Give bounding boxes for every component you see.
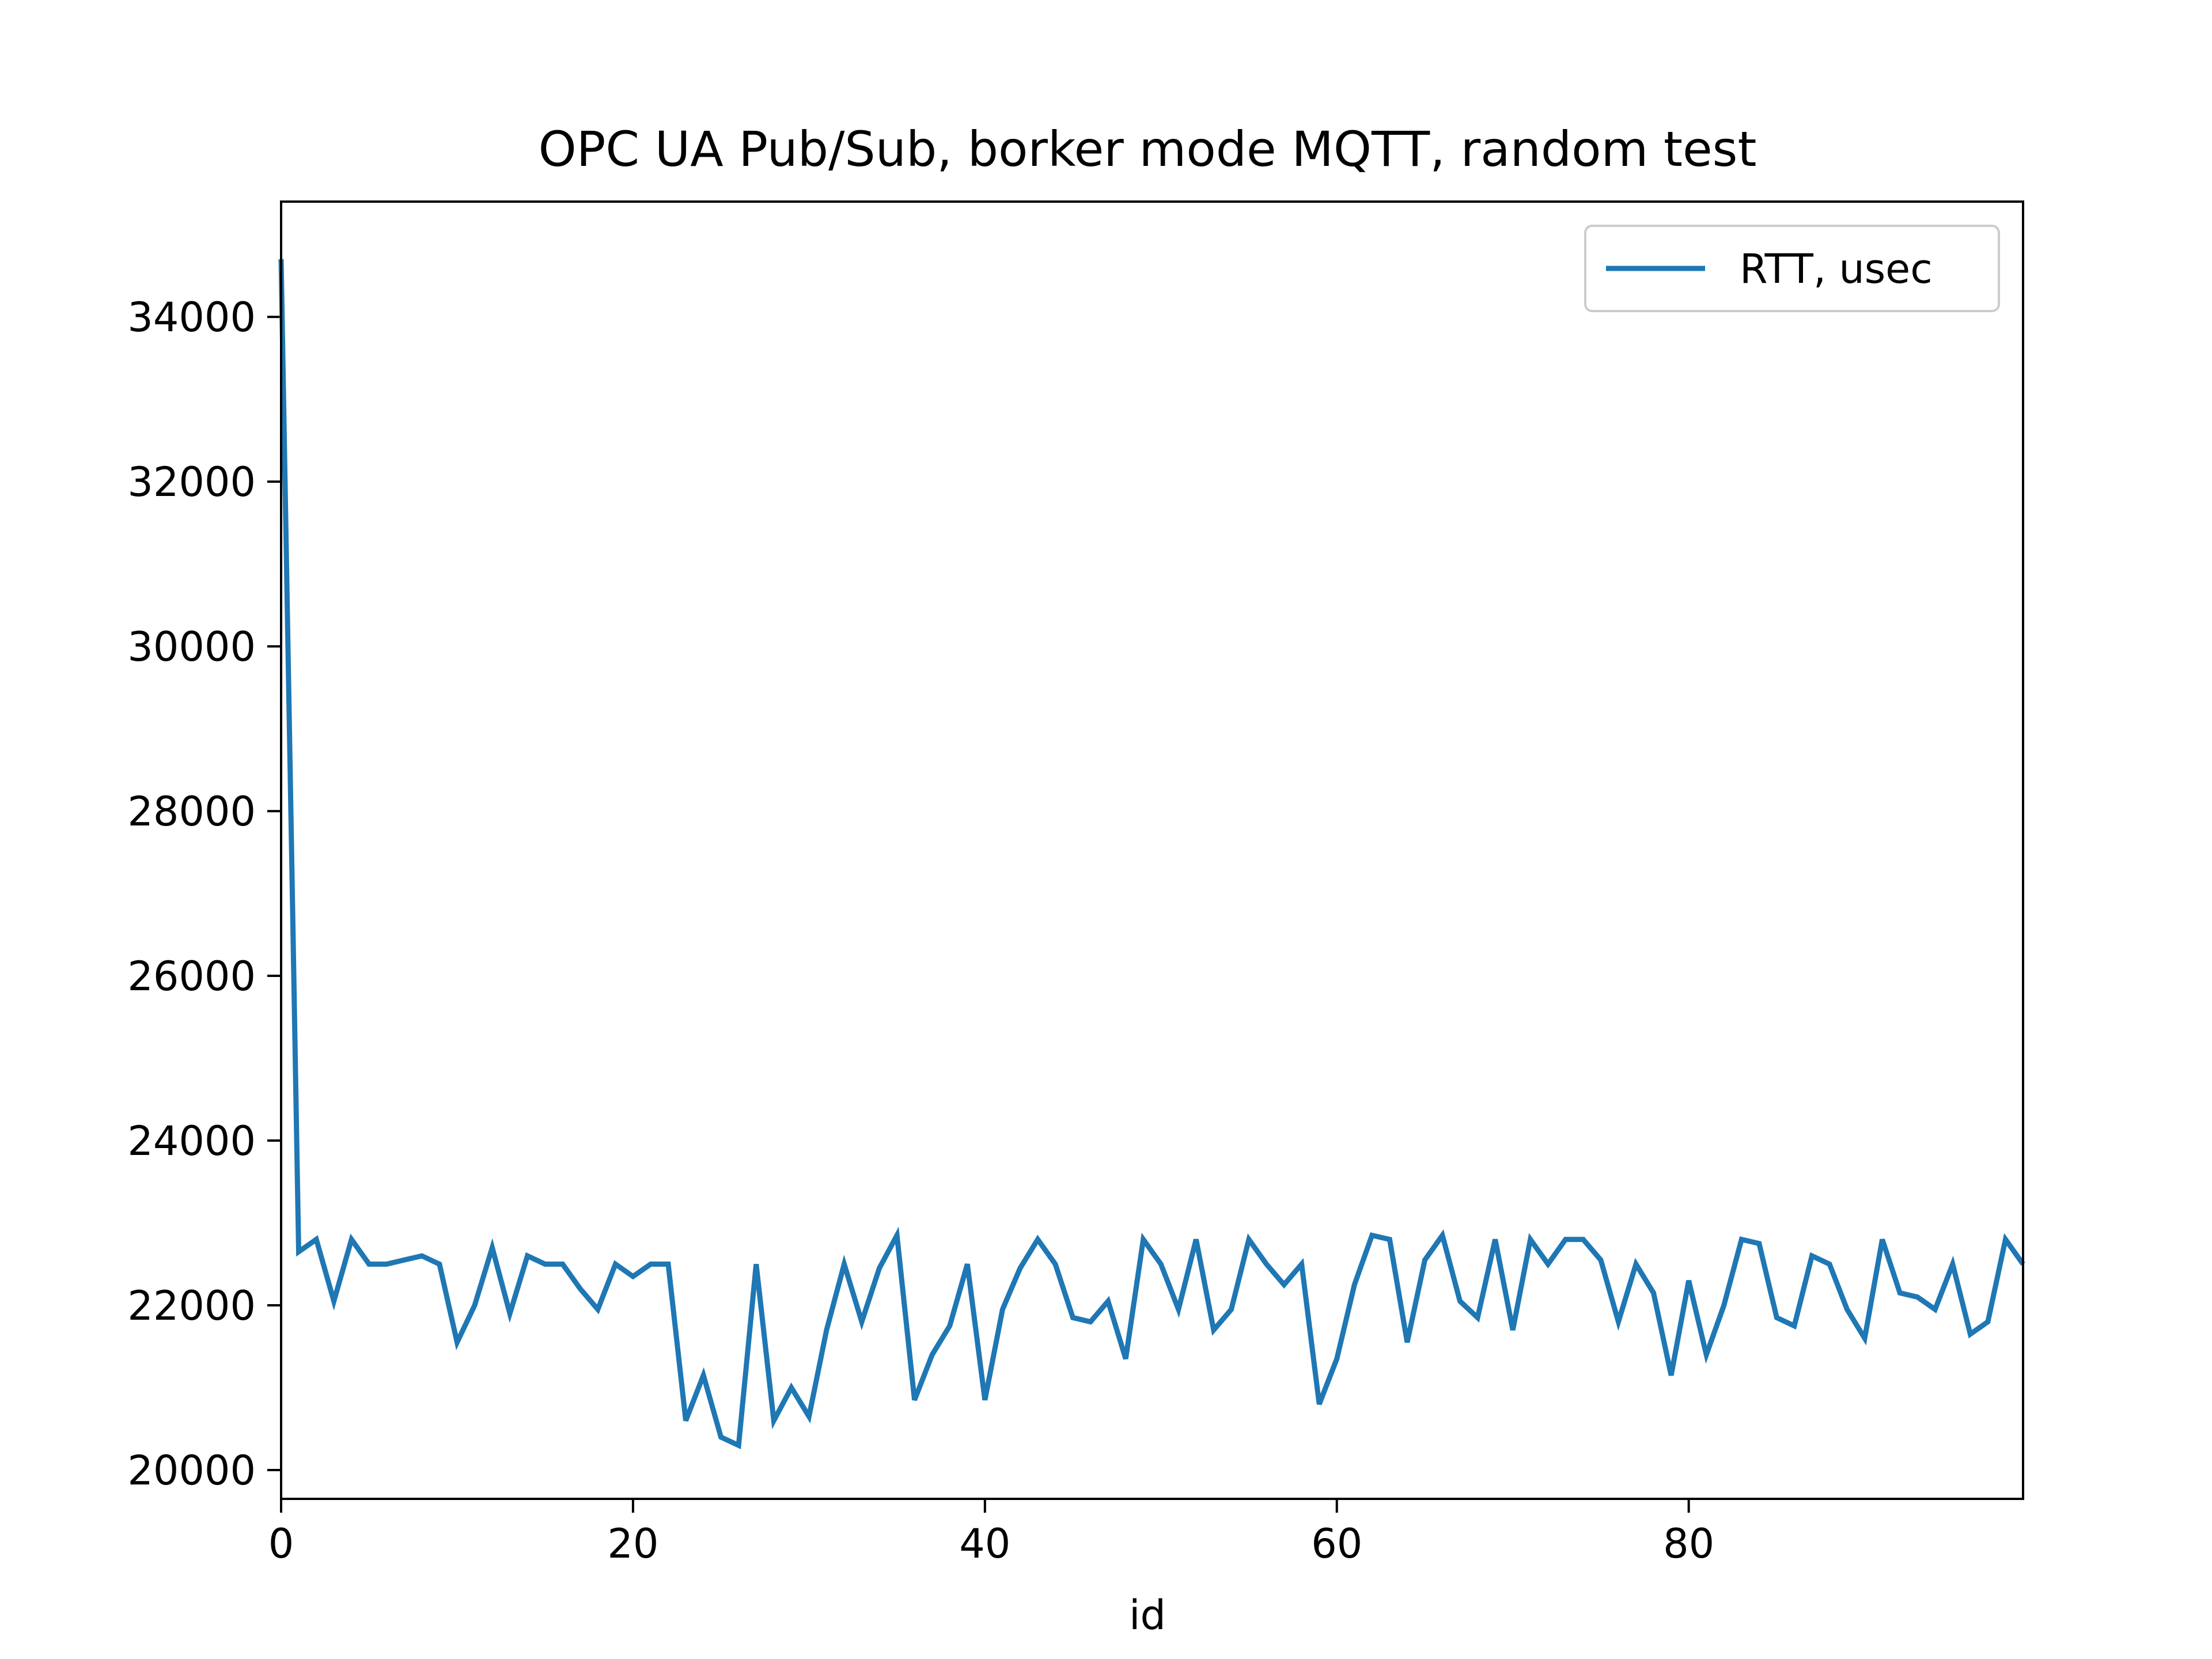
y-tick-label: 28000 xyxy=(127,788,256,835)
series-layer xyxy=(278,259,2025,1449)
y-tick-label: 26000 xyxy=(127,953,256,1000)
x-tick-label: 0 xyxy=(268,1520,294,1567)
y-tick-label: 30000 xyxy=(127,623,256,671)
chart-title: OPC UA Pub/Sub, borker mode MQTT, random… xyxy=(539,121,1757,177)
series-line xyxy=(278,259,2025,1449)
y-tick-label: 34000 xyxy=(127,294,256,341)
plot-frame xyxy=(280,200,2024,1500)
legend: RTT, usec xyxy=(1584,225,2000,312)
x-tick-label: 80 xyxy=(1663,1520,1714,1567)
y-tick-label: 32000 xyxy=(127,459,256,506)
y-tick-label: 24000 xyxy=(127,1118,256,1165)
y-tick-label: 20000 xyxy=(127,1447,256,1494)
legend-label: RTT, usec xyxy=(1740,245,1933,293)
x-tick-label: 40 xyxy=(959,1520,1010,1567)
x-tick-label: 60 xyxy=(1311,1520,1362,1567)
x-tick-label: 20 xyxy=(607,1520,658,1567)
x-axis-label: id xyxy=(1129,1592,1166,1639)
y-tick-label: 22000 xyxy=(127,1282,256,1330)
legend-box xyxy=(1584,225,2000,312)
axis-ticks: 0 20 40 60 80 20000 22000 24000 26000 28000 30000 3… xyxy=(127,294,1714,1567)
